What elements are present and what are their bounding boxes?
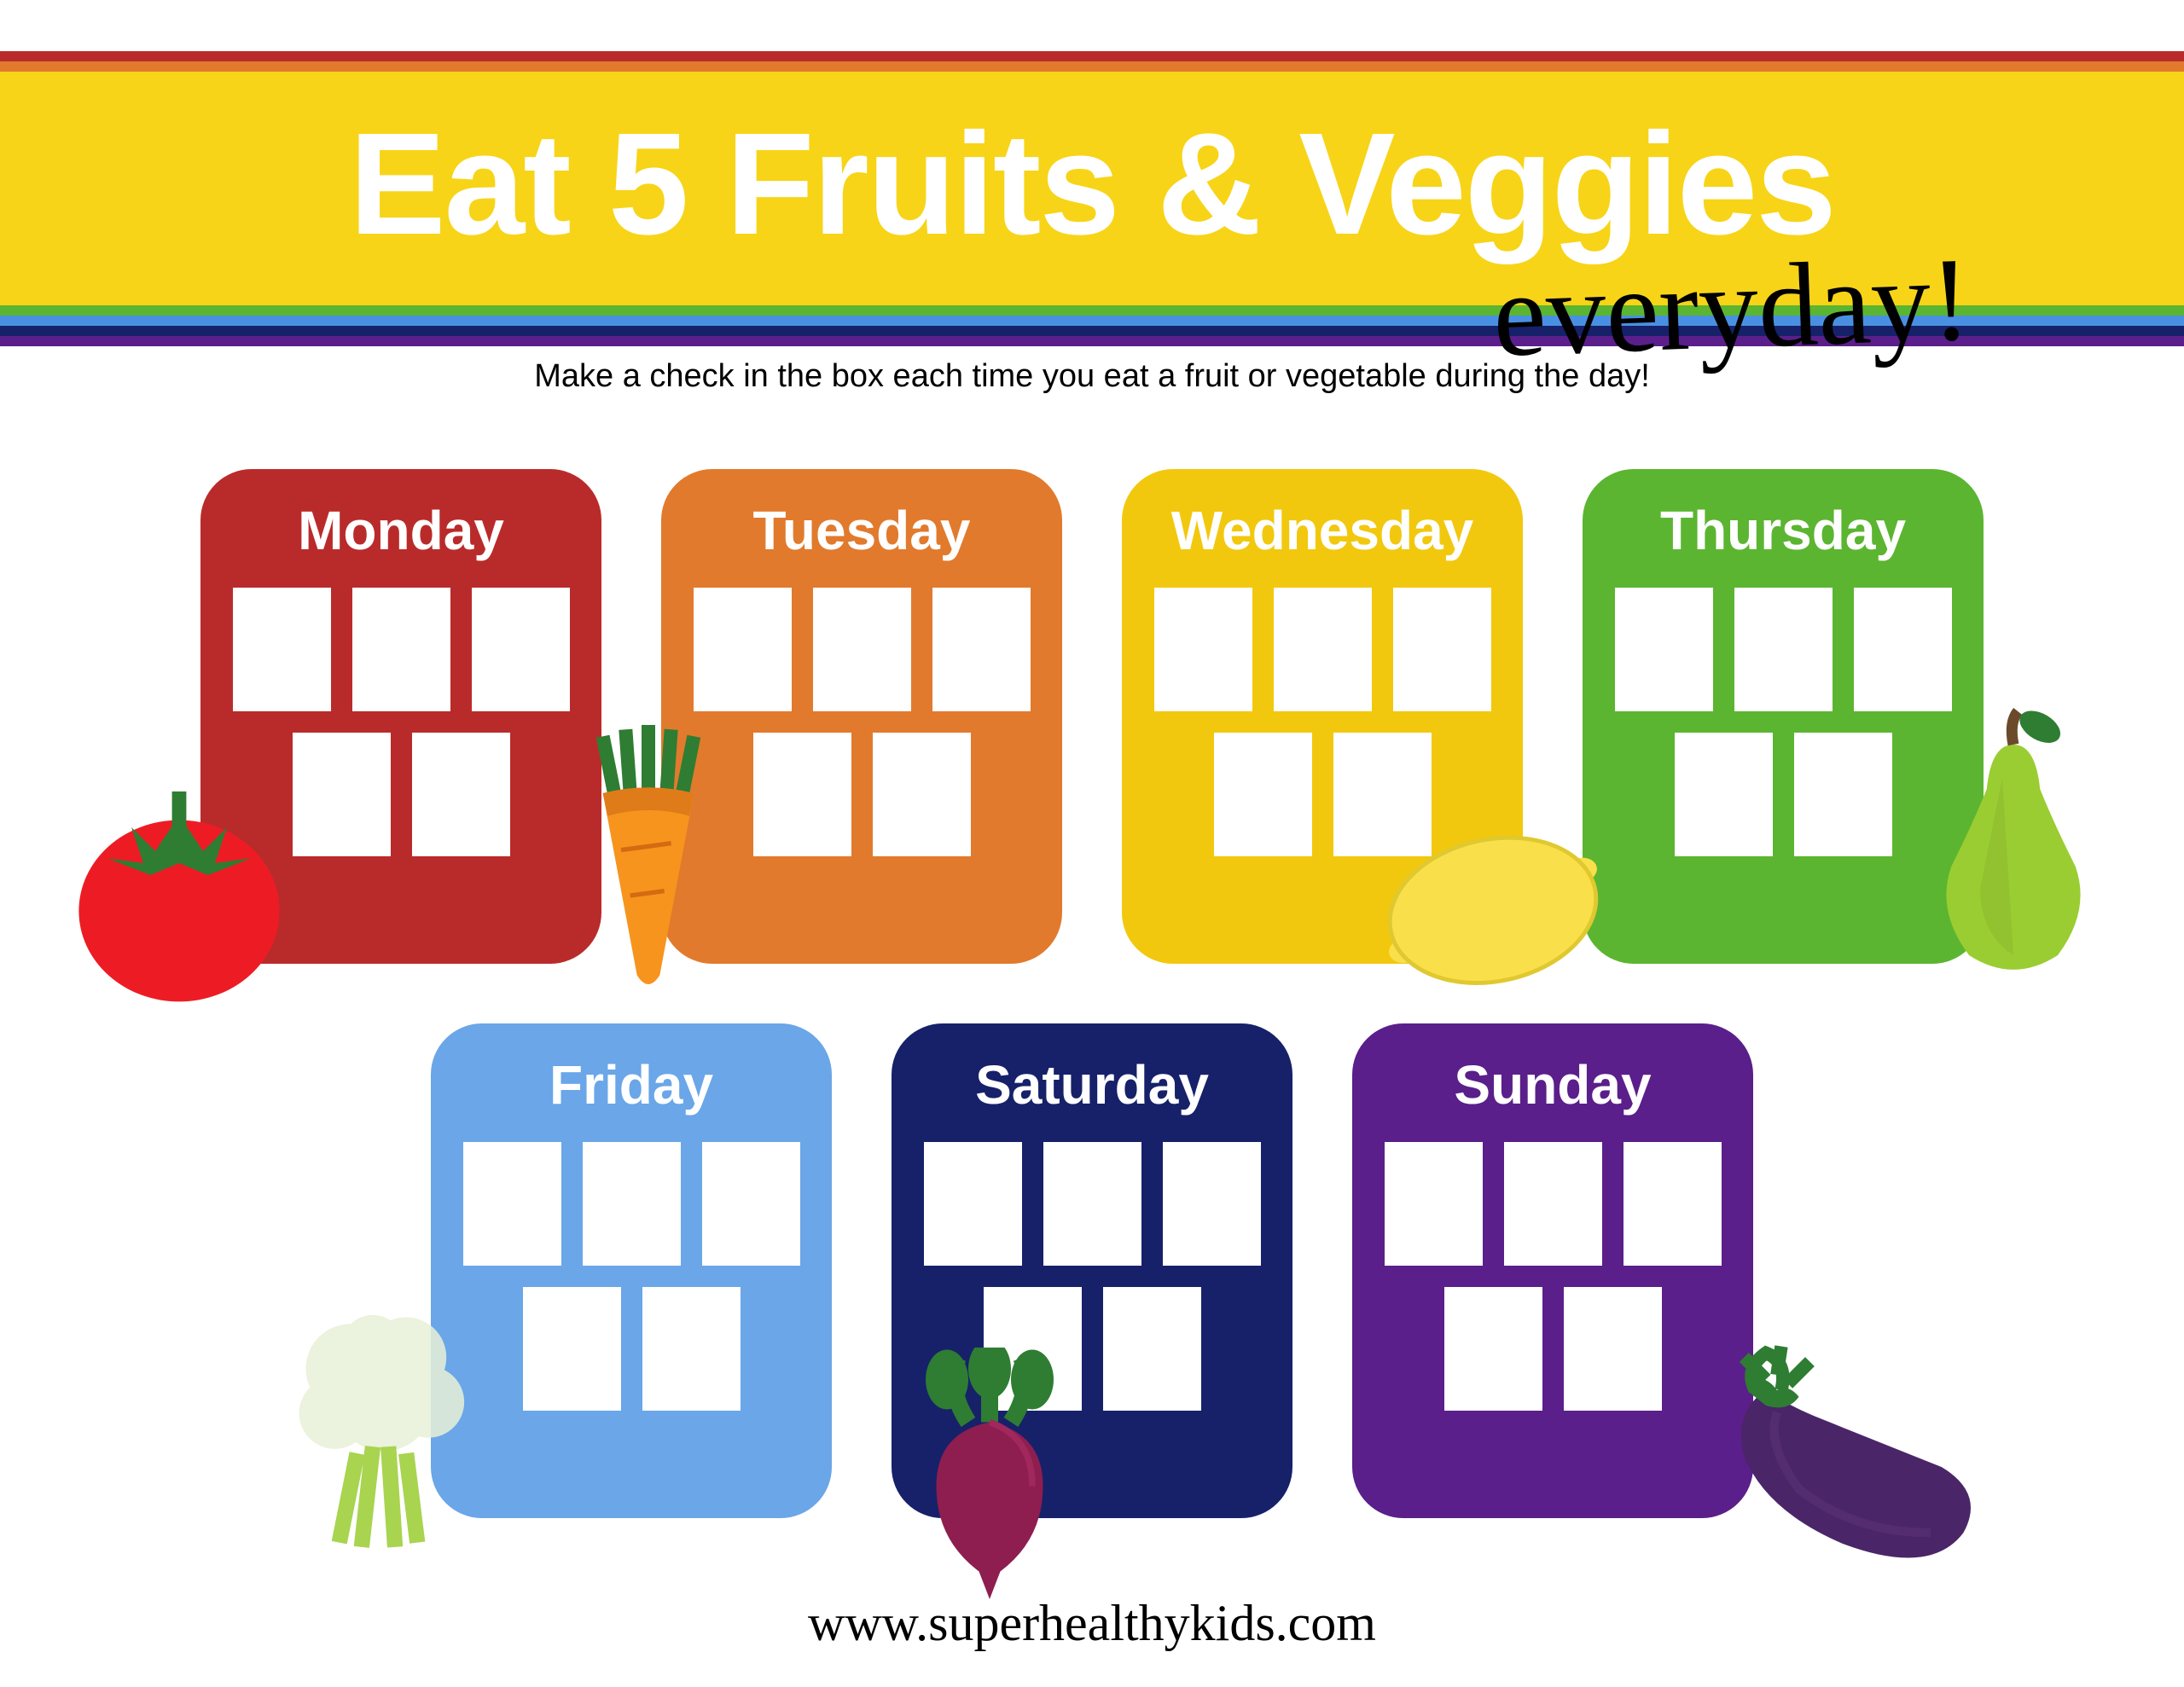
checkbox[interactable] <box>1393 588 1491 711</box>
checkbox[interactable] <box>1675 733 1773 856</box>
day-label: Sunday <box>1454 1053 1651 1116</box>
checkbox[interactable] <box>642 1287 741 1411</box>
checkbox[interactable] <box>1615 588 1713 711</box>
checkbox[interactable] <box>932 588 1031 711</box>
checkbox[interactable] <box>1103 1287 1201 1411</box>
weekly-chart: Monday Tuesday Wednesday Thursday Friday Sat… <box>0 443 2184 1585</box>
eggplant-icon <box>1689 1330 1996 1608</box>
checkbox[interactable] <box>1623 1142 1722 1266</box>
day-label: Saturday <box>975 1053 1209 1116</box>
beet-icon <box>879 1348 1101 1608</box>
checkbox[interactable] <box>1385 1142 1483 1266</box>
checkbox[interactable] <box>702 1142 800 1266</box>
checkbox[interactable] <box>1564 1287 1662 1411</box>
checkbox[interactable] <box>1043 1142 1141 1266</box>
checkbox[interactable] <box>233 588 331 711</box>
checkbox[interactable] <box>1214 733 1312 856</box>
checkbox[interactable] <box>813 588 911 711</box>
checkbox[interactable] <box>873 733 971 856</box>
day-label: Thursday <box>1660 499 1906 562</box>
day-label: Friday <box>549 1053 713 1116</box>
main-title: Eat 5 Fruits & Veggies <box>349 112 1835 257</box>
cauliflower-icon <box>247 1279 520 1574</box>
row-top: Monday Tuesday Wednesday Thursday <box>0 469 2184 964</box>
tomato-icon <box>60 768 299 1011</box>
carrot-icon <box>529 725 768 1002</box>
checkbox[interactable] <box>1274 588 1372 711</box>
header-banner: Eat 5 Fruits & Veggies everyday! <box>0 51 2184 346</box>
lemon-icon <box>1365 810 1621 1002</box>
pear-icon <box>1902 699 2124 994</box>
checkbox[interactable] <box>1154 588 1252 711</box>
checkbox[interactable] <box>1444 1287 1542 1411</box>
checkbox[interactable] <box>1163 1142 1261 1266</box>
checkbox[interactable] <box>293 733 391 856</box>
checkbox[interactable] <box>1854 588 1952 711</box>
checkbox[interactable] <box>523 1287 621 1411</box>
instruction-text: Make a check in the box each time you ea… <box>0 358 2184 395</box>
checkbox[interactable] <box>583 1142 681 1266</box>
banner-main: Eat 5 Fruits & Veggies everyday! <box>0 82 2184 295</box>
checkbox[interactable] <box>352 588 450 711</box>
day-label: Tuesday <box>753 499 971 562</box>
checkbox[interactable] <box>924 1142 1022 1266</box>
checkbox[interactable] <box>1504 1142 1602 1266</box>
day-label: Monday <box>298 499 504 562</box>
checkbox[interactable] <box>1794 733 1892 856</box>
checkbox[interactable] <box>412 733 510 856</box>
checkbox[interactable] <box>472 588 570 711</box>
checkbox-grid <box>1374 1142 1732 1411</box>
checkbox[interactable] <box>1734 588 1833 711</box>
checkbox[interactable] <box>463 1142 561 1266</box>
day-label: Wednesday <box>1171 499 1474 562</box>
checkbox[interactable] <box>694 588 792 711</box>
